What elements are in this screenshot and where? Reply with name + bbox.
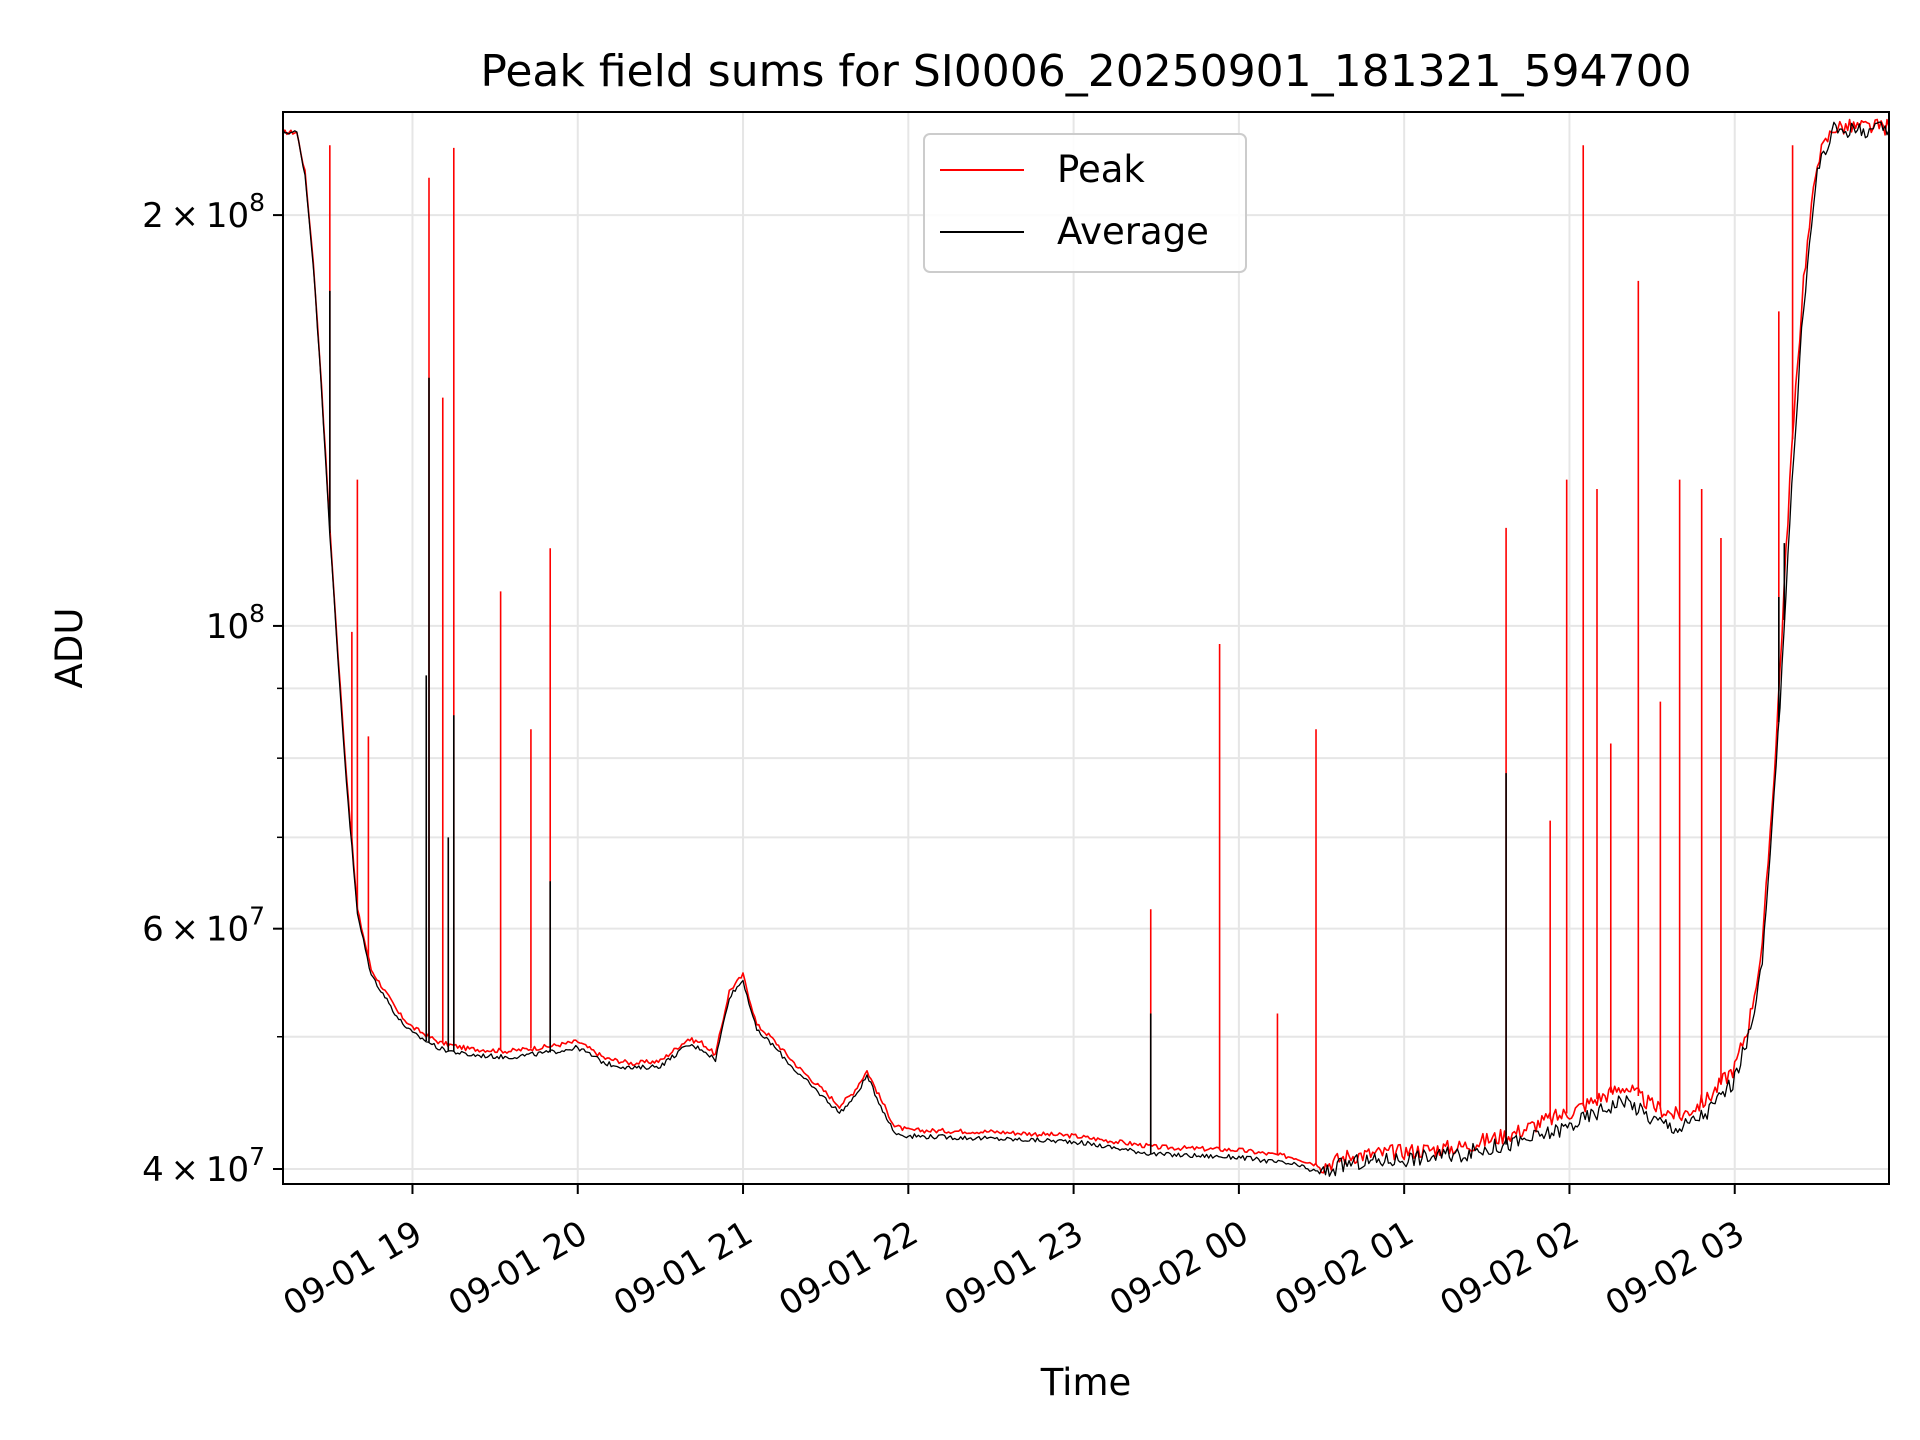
y-axis-label: ADU — [48, 608, 91, 689]
grid-lines — [283, 112, 1889, 1184]
legend: Peak Average — [923, 133, 1247, 273]
legend-average-label: Average — [1057, 210, 1209, 253]
y-tick-exponent: 8 — [249, 188, 265, 217]
x-axis-label: Time — [1040, 1361, 1132, 1404]
y-tick-label: 2 × 108 — [142, 188, 265, 236]
series-average — [283, 121, 1889, 1177]
y-tick-base: 2 × 10 — [142, 196, 249, 236]
legend-peak-label: Peak — [1057, 148, 1145, 191]
y-tick-base: 6 × 10 — [142, 910, 249, 950]
y-tick-exponent: 7 — [249, 1142, 265, 1171]
y-tick-label: 4 × 107 — [142, 1142, 265, 1190]
y-tick-label: 6 × 107 — [142, 902, 265, 950]
legend-box — [923, 133, 1247, 273]
chart-title: Peak field sums for SI0006_20250901_1813… — [480, 46, 1691, 97]
series-layer — [283, 118, 1889, 1177]
y-tick-label: 108 — [206, 599, 265, 647]
y-tick-base: 4 × 10 — [142, 1150, 249, 1190]
y-tick-exponent: 8 — [249, 599, 265, 628]
y-tick-base: 10 — [206, 607, 249, 647]
plot-frame — [282, 111, 1890, 1185]
y-tick-exponent: 7 — [249, 902, 265, 931]
